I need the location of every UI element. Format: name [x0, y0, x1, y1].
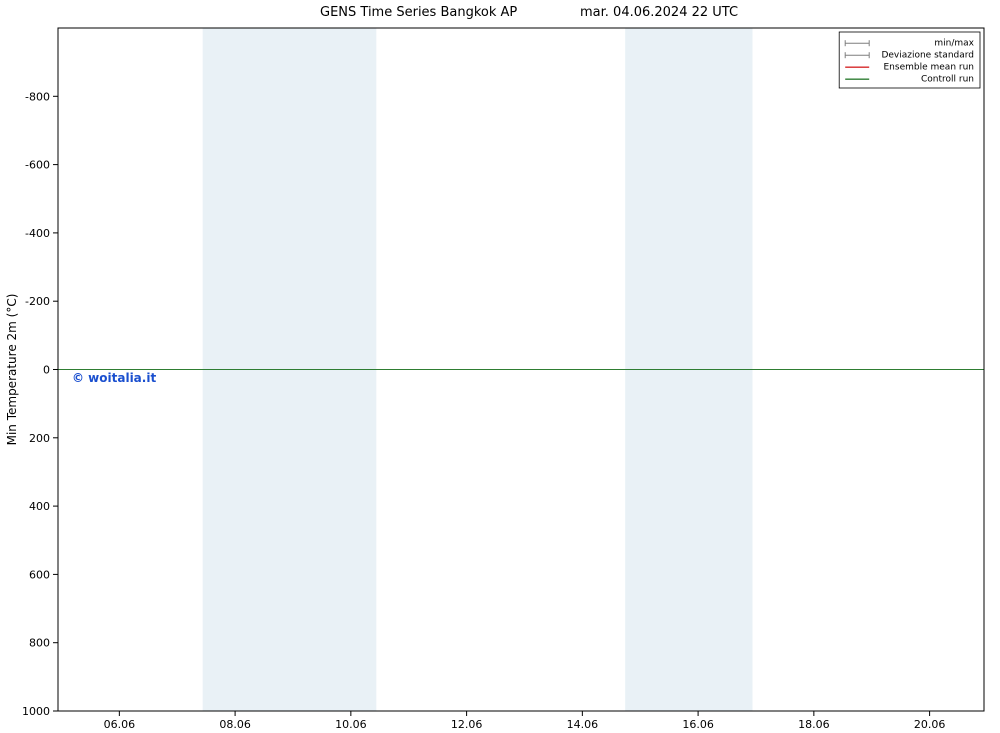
x-tick-label: 18.06: [798, 718, 830, 731]
y-tick-label: 600: [29, 568, 50, 581]
x-tick-label: 20.06: [914, 718, 946, 731]
y-tick-label: -400: [25, 227, 50, 240]
chart-container: GENS Time Series Bangkok AP mar. 04.06.2…: [0, 0, 1000, 733]
chart-svg: GENS Time Series Bangkok AP mar. 04.06.2…: [0, 0, 1000, 733]
y-tick-label: 1000: [22, 705, 50, 718]
x-tick-label: 12.06: [451, 718, 483, 731]
legend: min/max Deviazione standard Ensemble mean …: [839, 32, 980, 88]
legend-label: Deviazione standard: [881, 51, 974, 61]
y-tick-label: 800: [29, 637, 50, 650]
watermark: © woitalia.it: [72, 371, 156, 385]
x-tick-label: 10.06: [335, 718, 367, 731]
legend-label: Ensemble mean run: [884, 63, 975, 73]
chart-title-right: mar. 04.06.2024 22 UTC: [580, 5, 738, 20]
x-tick-label: 06.06: [104, 718, 136, 731]
y-tick-label: 0: [43, 364, 50, 377]
y-axis: -800 -600 -400 -200 0 200 400 600 800 1000: [22, 90, 58, 718]
x-axis: 06.06 08.06 10.06 12.06 14.06 16.06 18.06 20.06: [104, 711, 946, 731]
y-tick-label: -200: [25, 295, 50, 308]
y-tick-label: 200: [29, 432, 50, 445]
x-tick-label: 16.06: [682, 718, 714, 731]
x-tick-label: 08.06: [219, 718, 251, 731]
y-tick-label: 400: [29, 500, 50, 513]
y-tick-label: -600: [25, 159, 50, 172]
chart-title-left: GENS Time Series Bangkok AP: [320, 5, 517, 20]
legend-label: Controll run: [921, 75, 974, 85]
y-tick-label: -800: [25, 90, 50, 103]
x-tick-label: 14.06: [567, 718, 599, 731]
legend-label: min/max: [934, 39, 974, 49]
y-axis-label: Min Temperature 2m (°C): [5, 294, 19, 446]
